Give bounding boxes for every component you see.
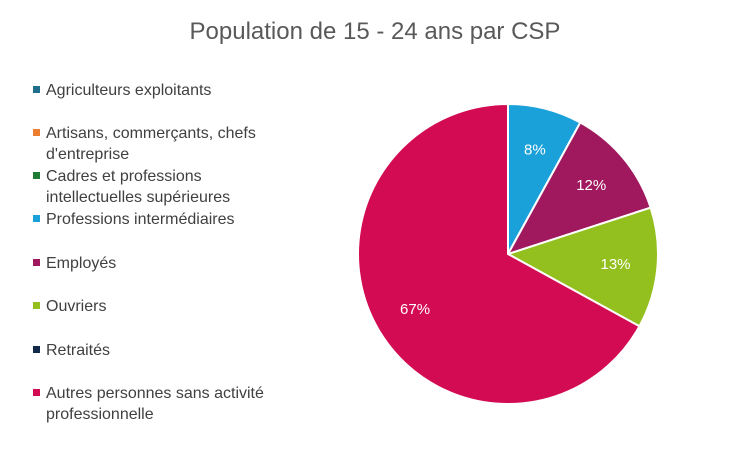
legend-swatch: [33, 302, 40, 309]
legend-label: Ouvriers: [46, 296, 316, 317]
legend-label-line: Employés: [46, 255, 117, 272]
legend-label: Artisans, commerçants, chefs d'entreprise: [46, 123, 316, 165]
pie-slice: [505, 121, 652, 256]
legend-swatch: [33, 129, 40, 136]
legend-label-line: professionnelle: [46, 406, 154, 423]
legend-label-line: intellectuelles supérieures: [46, 189, 231, 206]
legend-item: Ouvriers: [33, 296, 316, 317]
pie-data-label: 67%: [400, 301, 430, 318]
legend-item: Retraités: [33, 340, 316, 361]
legend-item: Employés: [33, 253, 316, 274]
legend-label-line: Artisans, commerçants, chefs: [46, 125, 256, 142]
legend-label-line: Agriculteurs exploitants: [46, 82, 212, 99]
legend-label: Cadres et professions intellectuelles sup…: [46, 166, 316, 208]
legend-label: Autres personnes sans activité profession…: [46, 383, 316, 425]
legend-swatch: [33, 172, 40, 179]
legend-label-line: d'entreprise: [46, 146, 130, 163]
legend-swatch: [33, 86, 40, 93]
legend-label-line: Cadres et professions: [46, 168, 202, 185]
legend-label: Employés: [46, 253, 316, 274]
legend-label: Retraités: [46, 340, 316, 361]
pie-data-label: 12%: [576, 177, 606, 194]
chart-title: Population de 15 - 24 ans par CSP: [189, 18, 561, 45]
legend-label-line: Ouvriers: [46, 298, 107, 315]
pie-data-label: 8%: [524, 141, 546, 158]
legend-label-line: Autres personnes sans activité: [46, 385, 264, 402]
legend-label-line: Professions intermédiaires: [46, 211, 235, 228]
pie-data-label: 13%: [601, 256, 631, 273]
legend-label-line: Retraités: [46, 342, 111, 359]
legend-swatch: [33, 215, 40, 222]
legend-swatch: [33, 389, 40, 396]
legend-label: Professions intermédiaires: [46, 209, 316, 230]
legend-swatch: [33, 259, 40, 266]
pie-slice: [505, 206, 659, 328]
legend-label: Agriculteurs exploitants: [46, 80, 316, 101]
legend-item: Cadres et professions intellectuelles sup…: [33, 166, 316, 208]
legend-item: Autres personnes sans activité profession…: [33, 383, 316, 425]
legend-item: Agriculteurs exploitants: [33, 80, 316, 101]
legend-swatch: [33, 346, 40, 353]
legend-item: Professions intermédiaires: [33, 209, 316, 230]
legend-item: Artisans, commerçants, chefs d'entreprise: [33, 123, 316, 165]
pie-slice: [357, 102, 641, 405]
